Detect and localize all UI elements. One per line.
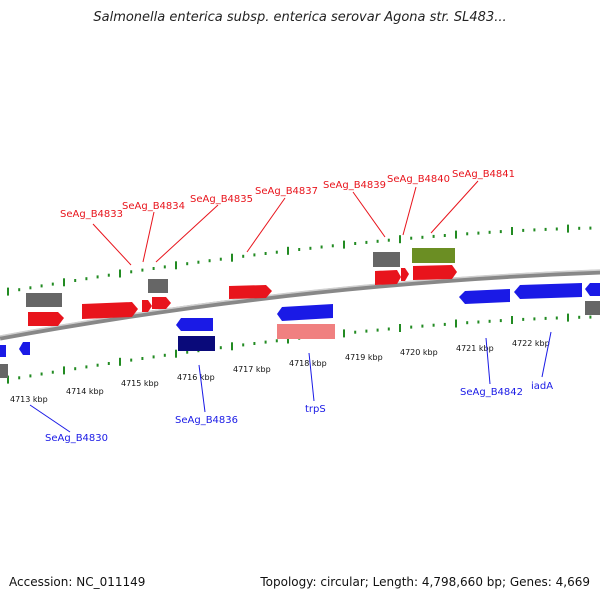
map-title: Salmonella enterica subsp. enterica sero… xyxy=(93,10,507,25)
gene-label-trps[interactable]: trpS xyxy=(305,404,326,415)
axis-label: 4716 kbp xyxy=(177,373,215,382)
reverse-gene-arrow[interactable] xyxy=(585,283,600,296)
forward-gene-arrow[interactable] xyxy=(413,265,457,280)
reverse-gene-arrow[interactable] xyxy=(0,345,6,357)
forward-gene-arrow[interactable] xyxy=(229,285,272,299)
accession-label: Accession: NC_011149 xyxy=(9,575,146,589)
olive-feature[interactable] xyxy=(412,248,455,263)
gene-label-seag-b4839[interactable]: SeAg_B4839 xyxy=(323,180,386,191)
axis-label: 4718 kbp xyxy=(289,359,327,368)
reverse-gene-arrow[interactable] xyxy=(459,289,510,304)
gene-label-seag-b4836[interactable]: SeAg_B4836 xyxy=(175,415,238,426)
gene-label-seag-b4835[interactable]: SeAg_B4835 xyxy=(190,194,253,205)
gene-label-seag-b4830[interactable]: SeAg_B4830 xyxy=(45,433,108,444)
axis-label: 4713 kbp xyxy=(10,395,48,404)
forward-feature-track xyxy=(26,248,457,326)
top-tick-track xyxy=(7,224,592,296)
reverse-gene-arrow[interactable] xyxy=(19,342,30,355)
gene-label-seag-b4842[interactable]: SeAg_B4842 xyxy=(460,387,523,398)
topology-label: Topology: circular; Length: 4,798,660 bp… xyxy=(260,575,590,589)
forward-gene-arrow[interactable] xyxy=(28,312,64,326)
forward-gene-arrow[interactable] xyxy=(152,297,171,309)
axis-label: 4721 kbp xyxy=(456,344,494,353)
gray-feature[interactable] xyxy=(585,301,600,315)
bottom-gene-labels: SeAg_B4830 SeAg_B4836 trpS SeAg_B4842 ia… xyxy=(29,331,553,444)
forward-gene-arrow[interactable] xyxy=(401,268,409,281)
top-gene-labels: SeAg_B4833 SeAg_B4834 SeAg_B4835 SeAg_B4… xyxy=(60,169,515,266)
forward-gene-arrow[interactable] xyxy=(375,270,401,285)
chromosome-backbone-highlight xyxy=(0,269,600,337)
pink-feature[interactable] xyxy=(277,324,335,339)
reverse-gene-arrow[interactable] xyxy=(176,318,213,331)
gray-feature[interactable] xyxy=(26,293,62,307)
axis-label: 4715 kbp xyxy=(121,379,159,388)
reverse-gene-arrow[interactable] xyxy=(514,283,582,299)
axis-label: 4722 kbp xyxy=(512,339,550,348)
gene-label-seag-b4834[interactable]: SeAg_B4834 xyxy=(122,201,185,212)
dark-reverse-feature[interactable] xyxy=(178,336,215,351)
reverse-feature-track xyxy=(0,283,600,378)
forward-gene-arrow[interactable] xyxy=(142,300,152,312)
forward-gene-arrow[interactable] xyxy=(82,302,138,319)
gray-feature[interactable] xyxy=(373,252,400,267)
reverse-gene-arrow[interactable] xyxy=(277,304,333,321)
axis-labels: 4713 kbp 4714 kbp 4715 kbp 4716 kbp 4717… xyxy=(10,339,550,404)
axis-label: 4719 kbp xyxy=(345,353,383,362)
axis-label: 4714 kbp xyxy=(66,387,104,396)
gene-label-seag-b4841[interactable]: SeAg_B4841 xyxy=(452,169,515,180)
gene-label-seag-b4840[interactable]: SeAg_B4840 xyxy=(387,174,450,185)
gene-label-iada[interactable]: iadA xyxy=(531,381,553,392)
gene-label-seag-b4837[interactable]: SeAg_B4837 xyxy=(255,186,318,197)
gene-label-seag-b4833[interactable]: SeAg_B4833 xyxy=(60,209,123,220)
axis-label: 4720 kbp xyxy=(400,348,438,357)
chromosome-backbone xyxy=(0,269,600,341)
gray-feature[interactable] xyxy=(148,279,168,293)
gray-feature[interactable] xyxy=(0,364,8,378)
axis-label: 4717 kbp xyxy=(233,365,271,374)
